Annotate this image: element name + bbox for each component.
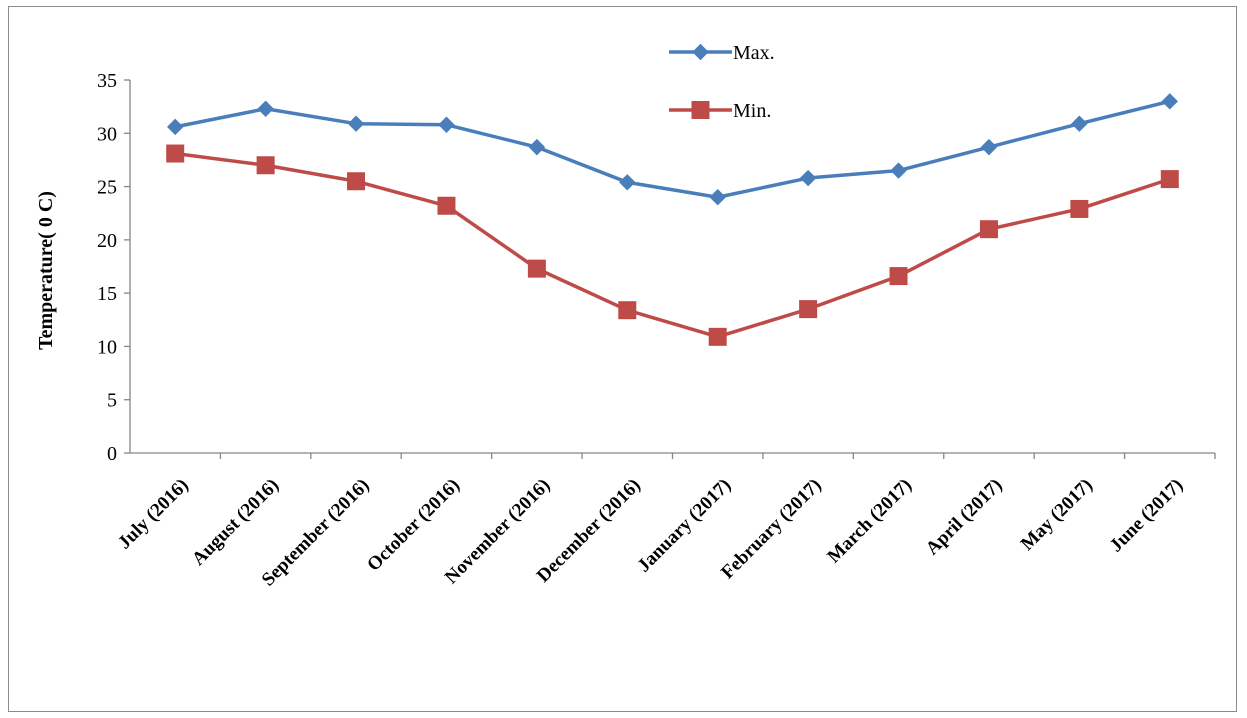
legend-marker [692, 43, 709, 61]
y-tick-label: 30 [97, 123, 117, 145]
data-point [437, 196, 456, 215]
y-tick-label: 35 [97, 70, 117, 92]
data-point [618, 301, 637, 320]
x-category-label: July (2016) [114, 475, 193, 554]
data-point [799, 300, 818, 319]
data-point [256, 156, 275, 175]
series-1 [166, 144, 1179, 346]
data-point [167, 118, 184, 136]
series-line [174, 151, 1171, 339]
y-tick-label: 5 [107, 390, 117, 412]
x-category-label: June (2017) [1106, 475, 1188, 557]
data-point [166, 144, 185, 163]
data-point [527, 259, 546, 278]
y-tick-label: 10 [97, 336, 117, 358]
y-tick-label: 20 [97, 230, 117, 252]
y-axis-title: Temperature( 0 C) [35, 191, 57, 350]
legend-marker [691, 101, 710, 119]
y-axis-ticks: 0 5 10 15 20 25 30 35 [97, 70, 130, 465]
data-point [257, 100, 274, 117]
series-layer [166, 93, 1179, 346]
legend-label: Min. [733, 100, 771, 122]
data-point [619, 174, 636, 191]
legend-item: Min. [669, 100, 771, 122]
data-point [438, 116, 455, 133]
data-point [889, 267, 908, 286]
y-tick-label: 25 [97, 177, 117, 199]
data-point [347, 172, 366, 191]
x-category-label: May (2017) [1017, 475, 1097, 555]
chart-area [8, 6, 1237, 712]
data-point [890, 162, 907, 179]
y-tick-label: 0 [107, 443, 117, 465]
data-point [347, 115, 365, 132]
legend-label: Max. [733, 42, 775, 64]
data-point [799, 169, 817, 187]
series-line [174, 99, 1171, 199]
x-axis-ticks: July (2016)August (2016)September (2016)… [114, 453, 1216, 590]
axes-group [129, 80, 1215, 454]
x-category-label: October (2016) [363, 475, 464, 576]
legend: Max. Min. [669, 42, 775, 122]
data-point [980, 138, 998, 156]
series-0 [167, 93, 1178, 206]
x-category-label: January (2017) [633, 475, 735, 577]
data-point [528, 138, 546, 156]
data-point [1161, 93, 1178, 110]
data-point [709, 189, 726, 206]
legend-item: Max. [669, 42, 775, 64]
data-point [979, 220, 998, 239]
data-point [1071, 115, 1088, 132]
y-tick-label: 15 [97, 283, 117, 305]
data-point [1070, 199, 1089, 218]
data-point [1160, 170, 1179, 189]
x-category-label: August (2016) [188, 475, 283, 570]
x-category-label: March (2017) [823, 475, 916, 568]
x-category-label: April (2017) [922, 475, 1007, 560]
data-point [708, 327, 727, 346]
